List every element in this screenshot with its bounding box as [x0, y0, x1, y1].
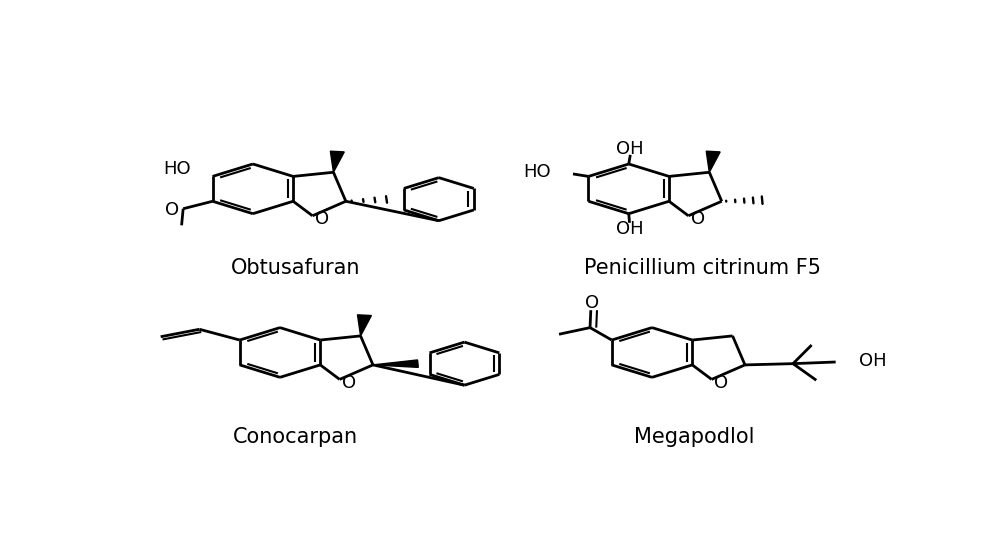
Text: OH: OH [859, 352, 887, 370]
Text: O: O [714, 374, 728, 392]
Text: O: O [315, 210, 329, 228]
Text: Megapodlol: Megapodlol [634, 427, 755, 448]
Polygon shape [373, 360, 418, 367]
Text: OH: OH [616, 140, 644, 159]
Text: Penicillium citrinum F5: Penicillium citrinum F5 [584, 258, 821, 278]
Text: HO: HO [163, 160, 191, 178]
Text: O: O [342, 374, 356, 392]
Text: O: O [165, 201, 179, 220]
Text: O: O [691, 210, 705, 228]
Polygon shape [330, 151, 344, 172]
Text: OH: OH [616, 220, 643, 238]
Text: O: O [585, 294, 599, 312]
Text: HO: HO [524, 163, 551, 181]
Text: Obtusafuran: Obtusafuran [231, 258, 360, 278]
Polygon shape [706, 151, 720, 172]
Text: Conocarpan: Conocarpan [233, 427, 358, 448]
Polygon shape [358, 315, 371, 336]
